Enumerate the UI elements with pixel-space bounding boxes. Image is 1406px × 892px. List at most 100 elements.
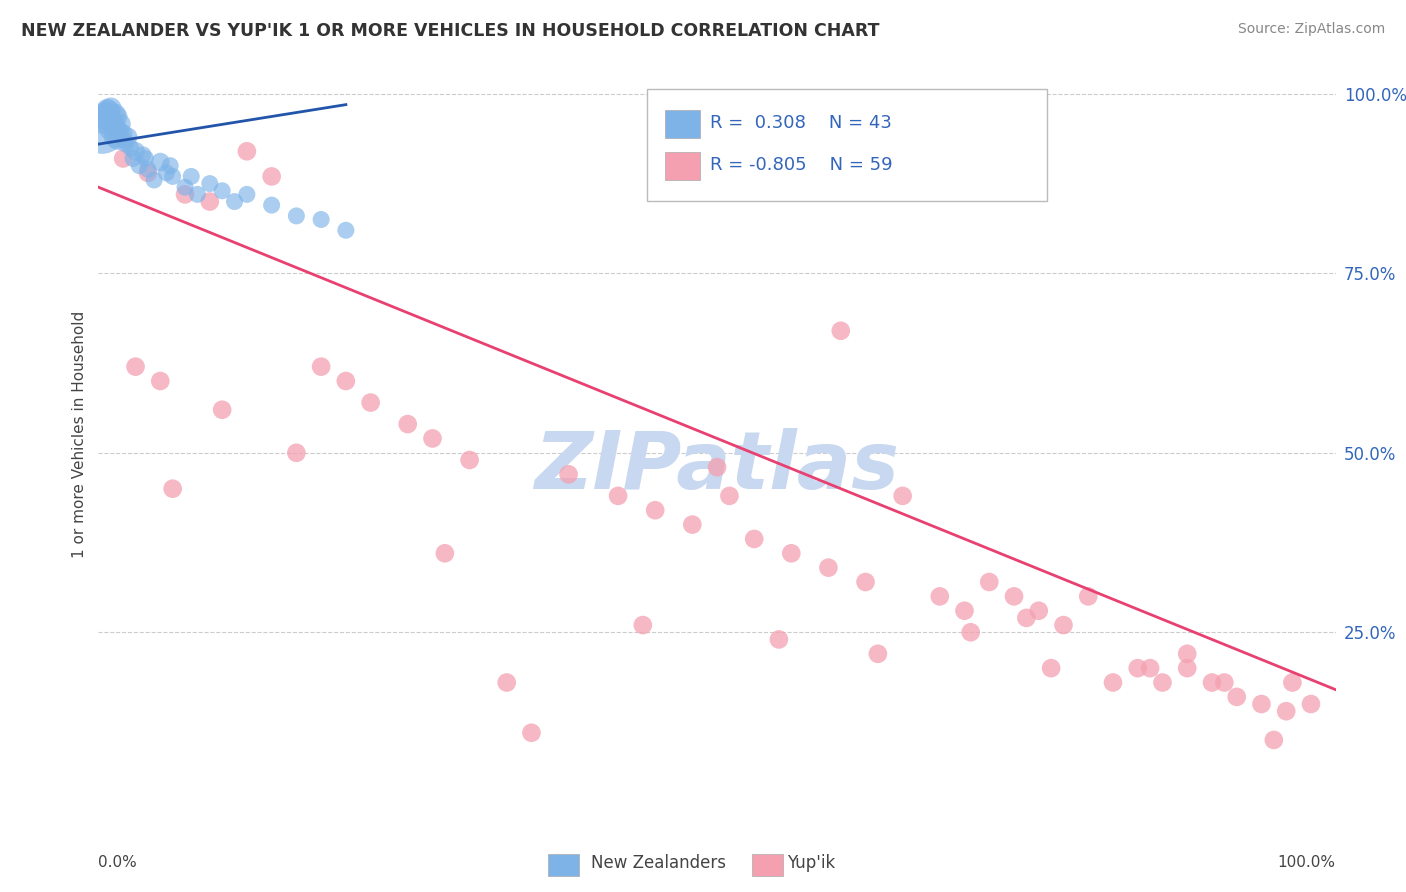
Point — [979, 574, 1001, 589]
Point — [285, 446, 308, 460]
Point — [1139, 661, 1161, 675]
Point — [1275, 704, 1298, 718]
Point — [1040, 661, 1063, 675]
Point — [100, 101, 122, 115]
Point — [112, 152, 135, 166]
Point — [174, 180, 197, 194]
Point — [136, 166, 159, 180]
Point — [108, 124, 131, 138]
Point — [681, 517, 703, 532]
Text: R = -0.805    N = 59: R = -0.805 N = 59 — [710, 156, 893, 174]
Point — [149, 374, 172, 388]
Point — [98, 122, 121, 136]
Point — [236, 187, 259, 202]
Point — [162, 169, 184, 184]
Point — [285, 209, 308, 223]
Point — [495, 675, 517, 690]
Point — [180, 169, 202, 184]
Text: Yup'ik: Yup'ik — [787, 855, 835, 872]
Point — [1126, 661, 1149, 675]
Point — [132, 148, 155, 162]
Point — [953, 604, 976, 618]
Point — [335, 223, 357, 237]
Point — [1102, 675, 1125, 690]
Text: ZIPatlas: ZIPatlas — [534, 428, 900, 506]
Point — [396, 417, 419, 431]
Point — [335, 374, 357, 388]
Point — [309, 359, 332, 374]
Point — [1226, 690, 1249, 704]
Point — [422, 432, 444, 446]
Point — [174, 187, 197, 202]
Point — [93, 112, 115, 126]
Point — [112, 126, 135, 140]
Point — [211, 402, 233, 417]
Point — [134, 152, 156, 166]
Point — [112, 134, 135, 148]
Point — [557, 467, 579, 482]
Point — [224, 194, 246, 209]
Point — [1281, 675, 1303, 690]
Point — [631, 618, 654, 632]
Point — [830, 324, 852, 338]
Point — [198, 177, 221, 191]
Point — [1175, 647, 1198, 661]
Point — [155, 166, 177, 180]
Point — [1077, 590, 1099, 604]
Point — [211, 184, 233, 198]
Point — [768, 632, 790, 647]
Text: 0.0%: 0.0% — [98, 855, 138, 870]
Point — [1299, 697, 1322, 711]
Text: Source: ZipAtlas.com: Source: ZipAtlas.com — [1237, 22, 1385, 37]
Point — [1015, 611, 1038, 625]
Point — [117, 130, 139, 145]
Text: New Zealanders: New Zealanders — [591, 855, 725, 872]
Point — [103, 130, 125, 145]
Point — [107, 110, 129, 124]
Point — [1263, 733, 1285, 747]
Point — [742, 532, 765, 546]
Point — [1175, 661, 1198, 675]
Point — [159, 159, 181, 173]
Point — [136, 162, 159, 177]
Y-axis label: 1 or more Vehicles in Household: 1 or more Vehicles in Household — [72, 311, 87, 558]
Point — [260, 169, 283, 184]
Point — [162, 482, 184, 496]
Point — [866, 647, 889, 661]
Point — [94, 108, 117, 122]
Point — [928, 590, 950, 604]
Point — [644, 503, 666, 517]
Point — [458, 453, 481, 467]
Point — [260, 198, 283, 212]
Point — [780, 546, 803, 560]
Point — [236, 145, 259, 159]
Point — [1213, 675, 1236, 690]
Point — [110, 117, 132, 131]
Point — [120, 141, 142, 155]
Point — [128, 159, 150, 173]
Point — [149, 155, 172, 169]
Point — [103, 119, 125, 133]
Text: R =  0.308    N = 43: R = 0.308 N = 43 — [710, 114, 891, 132]
Point — [96, 103, 118, 117]
Point — [855, 574, 877, 589]
Point — [433, 546, 456, 560]
Point — [706, 460, 728, 475]
Point — [1201, 675, 1223, 690]
Point — [1250, 697, 1272, 711]
Point — [105, 134, 128, 148]
Point — [1152, 675, 1174, 690]
Point — [1002, 590, 1025, 604]
Point — [198, 194, 221, 209]
Point — [143, 173, 166, 187]
Point — [520, 725, 543, 739]
Point — [97, 104, 120, 119]
Text: NEW ZEALANDER VS YUP'IK 1 OR MORE VEHICLES IN HOUSEHOLD CORRELATION CHART: NEW ZEALANDER VS YUP'IK 1 OR MORE VEHICL… — [21, 22, 880, 40]
Point — [718, 489, 741, 503]
Point — [309, 212, 332, 227]
Point — [124, 359, 146, 374]
Point — [186, 187, 208, 202]
Point — [817, 560, 839, 574]
Point — [91, 122, 114, 136]
Point — [1028, 604, 1050, 618]
